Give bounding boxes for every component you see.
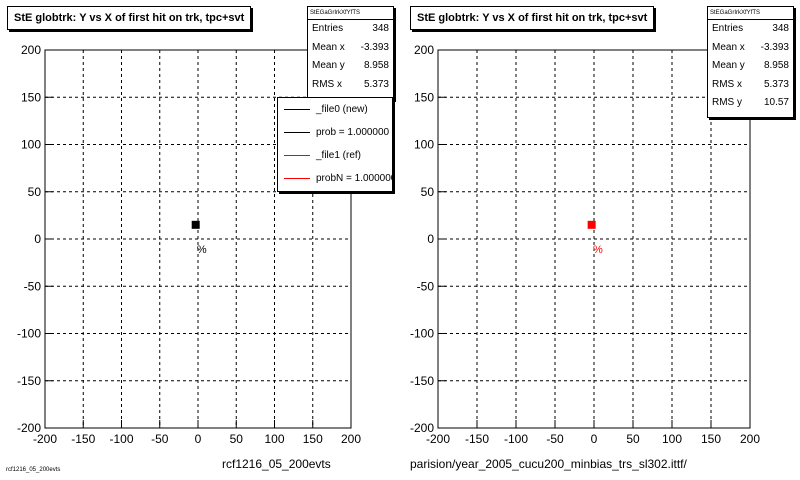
stats-row: Mean y 8.958: [708, 57, 793, 76]
stats-row: RMS x 5.373: [308, 76, 393, 95]
stats-value: 348: [772, 23, 789, 34]
y-tick-label: -200: [17, 421, 41, 435]
stats-value: -3.393: [760, 41, 789, 53]
plot-right-title: StE globtrk: Y vs X of first hit on trk,…: [410, 6, 655, 30]
stats-row: Entries 348: [708, 20, 793, 39]
x-tick-label: -100: [109, 432, 133, 446]
x-tick-label: 0: [195, 432, 202, 446]
y-tick-label: 100: [21, 138, 41, 152]
x-tick-label: 200: [341, 432, 361, 446]
legend-label: _file1 (ref): [316, 150, 362, 161]
y-tick-label: 50: [28, 185, 42, 199]
stats-row: RMS y 10.57: [708, 94, 793, 113]
plot-left-title: StE globtrk: Y vs X of first hit on trk,…: [7, 6, 252, 30]
x-tick-label: -200: [33, 432, 57, 446]
stats-value: -3.393: [360, 41, 389, 53]
stats-label: Entries: [312, 23, 344, 34]
legend-entry: _file0 (new): [278, 98, 392, 121]
y-tick-label: 200: [414, 43, 434, 57]
legend-entry: prob = 1.000000: [278, 121, 392, 144]
y-tick-label: -50: [417, 279, 435, 293]
x-tick-label: -150: [71, 432, 95, 446]
data-annotation: %: [197, 244, 207, 256]
stats-value: 348: [372, 23, 389, 34]
plot-right-footer: parision/year_2005_cucu200_minbias_trs_s…: [410, 457, 687, 471]
plot-left-footer: rcf1216_05_200evts: [222, 457, 331, 471]
stats-header: StEGaGrIrkXfYfTS: [308, 7, 393, 20]
plot-right: -200 -150 -100 -50 0 50 100 150 200 -200 -150 -100 -…: [410, 43, 760, 446]
y-tick-label: -150: [17, 374, 41, 388]
legend-label: probN = 1.000000: [316, 173, 393, 184]
stats-label: RMS x: [312, 78, 342, 90]
y-tick-label: -150: [410, 374, 434, 388]
y-tick-label: 0: [34, 232, 41, 246]
stats-label: RMS y: [712, 97, 742, 108]
stats-value: 5.373: [363, 78, 389, 90]
stats-label: Entries: [712, 23, 744, 34]
y-tick-label: 0: [427, 232, 434, 246]
stats-value: 8.958: [763, 60, 789, 71]
data-annotation: %: [593, 244, 603, 256]
stats-label: RMS x: [712, 78, 742, 90]
stats-row: Mean x -3.393: [708, 39, 793, 58]
corner-note: rcf1216_05_200evts: [6, 467, 61, 473]
legend-line-swatch: [284, 178, 310, 179]
x-tick-label: 50: [626, 432, 640, 446]
y-tick-label: 150: [21, 90, 41, 104]
stats-value: 8.958: [363, 60, 389, 71]
x-tick-label: -200: [426, 432, 450, 446]
x-tick-label: -50: [546, 432, 564, 446]
stats-label: Mean y: [312, 60, 345, 71]
data-cluster: [191, 220, 200, 229]
stats-label: Mean y: [712, 60, 745, 71]
legend-line-swatch: [284, 109, 310, 110]
stats-row: Mean y 8.958: [308, 57, 393, 76]
x-tick-label: 50: [230, 432, 244, 446]
y-tick-label: 150: [414, 90, 434, 104]
x-tick-label: -50: [151, 432, 169, 446]
legend-label: _file0 (new): [316, 104, 368, 115]
y-tick-label: 200: [21, 43, 41, 57]
x-tick-label: 150: [701, 432, 721, 446]
x-tick-label: 0: [591, 432, 598, 446]
y-tick-label: -100: [17, 327, 41, 341]
stats-value: 10.57: [763, 97, 789, 108]
plot-left-legend: _file0 (new) prob = 1.000000 _file1 (ref) p…: [277, 97, 393, 192]
plot-right-stats-box: StEGaGrIrkXfYfTS Entries 348 Mean x -3.393 Me…: [707, 6, 794, 118]
legend-line-swatch: [284, 155, 310, 156]
stats-label: Mean x: [712, 41, 745, 53]
legend-label: prob = 1.000000: [316, 127, 390, 138]
plot-left-stats-box: StEGaGrIrkXfYfTS Entries 348 Mean x -3.393 Me…: [307, 6, 394, 100]
x-tick-label: 100: [662, 432, 682, 446]
plot-left: -200 -150 -100 -50 0 50 100 150 200 -200 -150 -100 -…: [17, 43, 361, 446]
y-tick-label: 100: [414, 138, 434, 152]
stats-row: RMS x 5.373: [708, 76, 793, 95]
x-tick-label: 100: [264, 432, 284, 446]
legend-entry: _file1 (ref): [278, 144, 392, 167]
y-tick-label: -50: [24, 279, 42, 293]
y-tick-label: -100: [410, 327, 434, 341]
stats-row: Entries 348: [308, 20, 393, 39]
stats-label: Mean x: [312, 41, 345, 53]
legend-entry: probN = 1.000000: [278, 167, 392, 190]
stats-row: Mean x -3.393: [308, 39, 393, 58]
x-tick-label: 150: [303, 432, 323, 446]
legend-line-swatch: [284, 132, 310, 133]
stats-value: 5.373: [763, 78, 789, 90]
x-tick-label: 200: [740, 432, 760, 446]
x-tick-label: -150: [465, 432, 489, 446]
data-cluster: [587, 220, 596, 229]
stats-header: StEGaGrIrkXfYfTS: [708, 7, 793, 20]
y-tick-label: -200: [410, 421, 434, 435]
x-tick-label: -100: [504, 432, 528, 446]
y-tick-label: 50: [421, 185, 435, 199]
